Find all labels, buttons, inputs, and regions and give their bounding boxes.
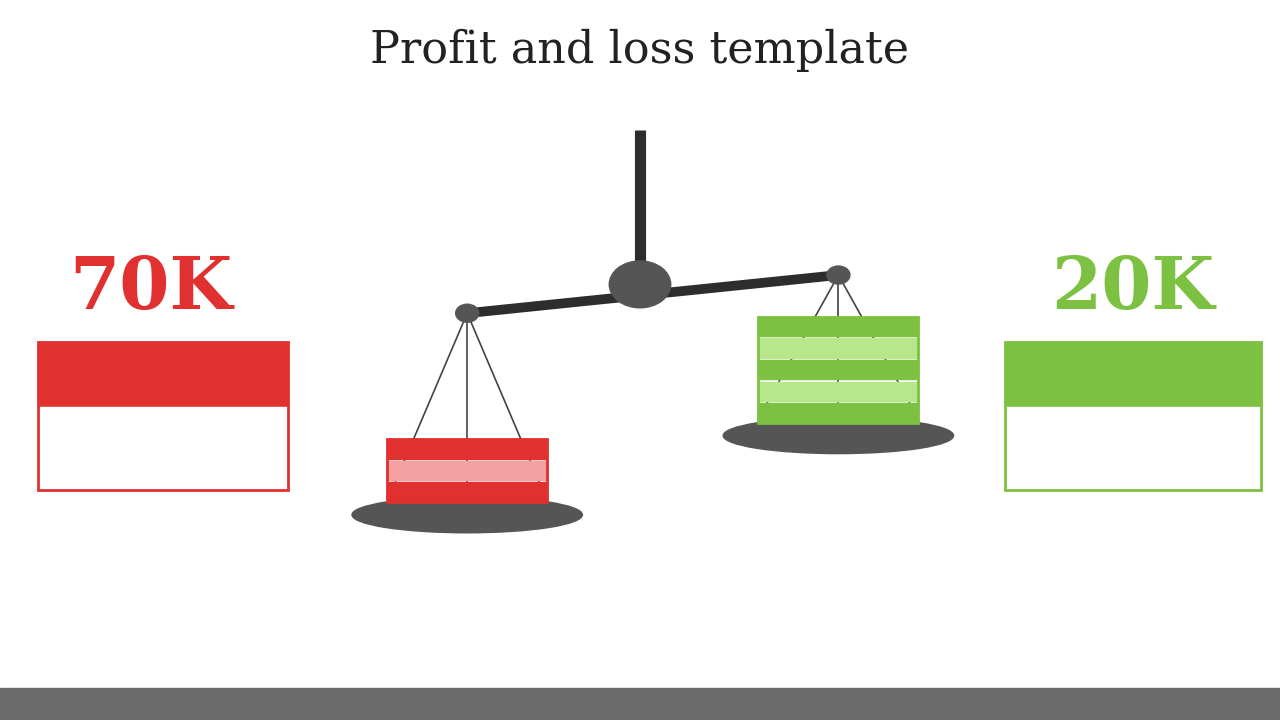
Bar [38, 407, 288, 490]
Bar [0, 688, 1280, 720]
Text: Profit and loss template: Profit and loss template [370, 29, 910, 72]
Text: 70K: 70K [69, 253, 232, 323]
Bar [387, 439, 548, 459]
Text: LOSS: LOSS [64, 364, 127, 384]
Text: PROFIT: PROFIT [1087, 364, 1179, 384]
Text: This slide is an editable slide
with all your needs.: This slide is an editable slide with all… [58, 433, 282, 463]
Bar [759, 317, 919, 336]
Bar [387, 482, 548, 502]
Text: This slide is an editable slide
with all your needs.: This slide is an editable slide with all… [1021, 433, 1244, 463]
Ellipse shape [365, 508, 570, 531]
Ellipse shape [827, 266, 850, 284]
Ellipse shape [609, 261, 671, 308]
Bar [38, 342, 288, 407]
Text: 20K: 20K [1051, 253, 1215, 323]
Bar [759, 317, 919, 423]
Bar [759, 338, 919, 358]
Ellipse shape [352, 497, 582, 533]
Bar [1005, 342, 1261, 490]
Bar [387, 461, 548, 480]
Bar [1005, 407, 1261, 490]
Bar [387, 439, 548, 502]
Bar [759, 382, 919, 401]
Bar [759, 360, 919, 379]
Bar [759, 403, 919, 423]
Ellipse shape [736, 428, 941, 451]
Ellipse shape [723, 418, 954, 454]
Ellipse shape [456, 305, 479, 323]
Bar [38, 342, 288, 490]
Bar [1005, 342, 1261, 407]
